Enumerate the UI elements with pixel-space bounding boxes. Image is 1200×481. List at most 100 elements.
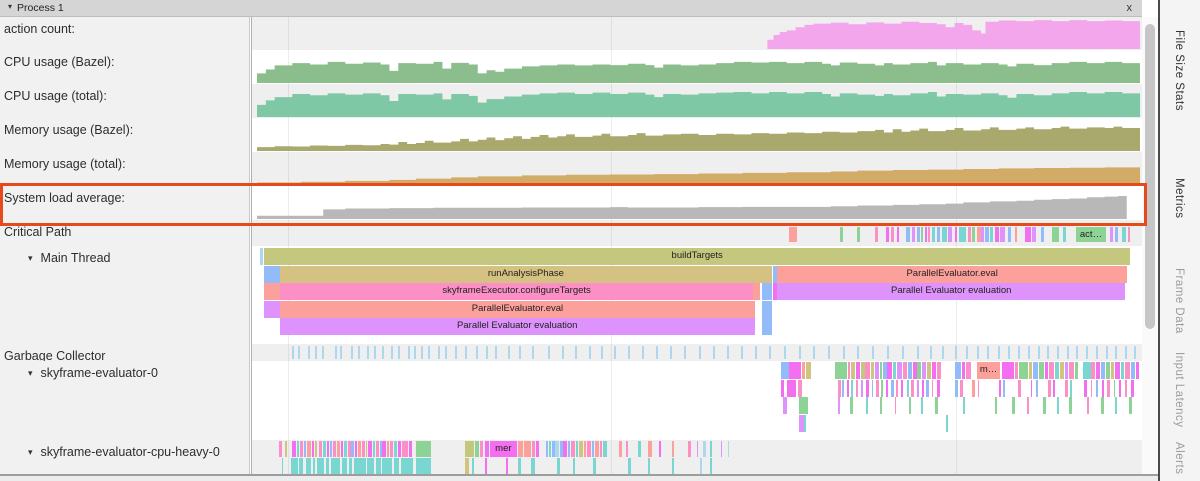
gc-event-tick[interactable] bbox=[872, 346, 875, 359]
track-canvas-skyframe-evaluator-cpu-heavy-0[interactable]: mer bbox=[251, 440, 1142, 474]
trace-slice[interactable] bbox=[981, 227, 984, 242]
trace-slice[interactable] bbox=[658, 441, 661, 457]
trace-slice[interactable]: Parallel Evaluator evaluation bbox=[777, 283, 1126, 300]
trace-slice[interactable] bbox=[977, 227, 981, 242]
trace-slice[interactable] bbox=[587, 441, 591, 457]
trace-slice[interactable] bbox=[365, 441, 368, 457]
gc-event-tick[interactable] bbox=[929, 346, 932, 359]
trace-slice[interactable] bbox=[887, 362, 892, 379]
trace-slice[interactable] bbox=[591, 441, 595, 457]
gc-event-tick[interactable] bbox=[350, 346, 353, 359]
trace-slice[interactable] bbox=[924, 227, 928, 242]
trace-slice[interactable] bbox=[290, 457, 298, 474]
gc-event-tick[interactable] bbox=[561, 346, 564, 359]
gc-event-tick[interactable] bbox=[997, 346, 1000, 359]
track-canvas-action-count[interactable] bbox=[251, 17, 1142, 50]
trace-slice[interactable] bbox=[1124, 362, 1131, 379]
trace-slice[interactable] bbox=[536, 441, 539, 457]
trace-slice[interactable] bbox=[838, 397, 840, 414]
trace-slice[interactable] bbox=[912, 227, 915, 242]
trace-slice[interactable] bbox=[894, 397, 897, 414]
trace-slice[interactable] bbox=[563, 441, 567, 457]
gc-event-tick[interactable] bbox=[942, 346, 945, 359]
trace-slice[interactable] bbox=[696, 441, 699, 457]
trace-slice[interactable] bbox=[1042, 397, 1046, 414]
gc-event-tick[interactable] bbox=[726, 346, 729, 359]
gc-event-tick[interactable] bbox=[407, 346, 410, 359]
trace-slice[interactable] bbox=[337, 441, 340, 457]
gc-event-tick[interactable] bbox=[1018, 346, 1021, 359]
trace-slice[interactable] bbox=[1030, 379, 1033, 397]
trace-slice[interactable] bbox=[1039, 362, 1044, 379]
tab-metrics[interactable]: Metrics bbox=[1173, 178, 1185, 219]
gc-event-tick[interactable] bbox=[574, 346, 577, 359]
gc-event-tick[interactable] bbox=[532, 346, 535, 359]
trace-slice[interactable] bbox=[382, 457, 393, 474]
trace-slice[interactable] bbox=[855, 379, 859, 397]
trace-slice[interactable] bbox=[931, 227, 936, 242]
trace-slice[interactable] bbox=[1011, 397, 1015, 414]
trace-slice[interactable] bbox=[506, 457, 508, 474]
trace-slice[interactable] bbox=[1102, 379, 1104, 397]
trace-slice[interactable] bbox=[941, 227, 948, 242]
trace-slice[interactable] bbox=[545, 441, 549, 457]
gc-event-tick[interactable] bbox=[1027, 346, 1030, 359]
gc-event-tick[interactable] bbox=[769, 346, 772, 359]
trace-slice[interactable] bbox=[780, 362, 789, 379]
trace-slice[interactable] bbox=[860, 379, 863, 397]
gc-event-tick[interactable] bbox=[1008, 346, 1011, 359]
trace-slice[interactable] bbox=[958, 227, 967, 242]
trace-slice[interactable] bbox=[1048, 379, 1051, 397]
trace-slice[interactable] bbox=[296, 441, 300, 457]
trace-slice[interactable] bbox=[1014, 362, 1019, 379]
trace-slice[interactable] bbox=[1044, 362, 1049, 379]
trace-slice[interactable] bbox=[292, 441, 296, 457]
gc-event-tick[interactable] bbox=[374, 346, 377, 359]
trace-slice[interactable] bbox=[1069, 362, 1074, 379]
trace-slice[interactable] bbox=[595, 441, 599, 457]
trace-slice[interactable] bbox=[475, 441, 479, 457]
trace-slice[interactable] bbox=[531, 441, 536, 457]
trace-slice[interactable] bbox=[954, 362, 961, 379]
gc-event-tick[interactable] bbox=[315, 346, 318, 359]
trace-slice[interactable] bbox=[1131, 362, 1135, 379]
trace-slice[interactable]: ParallelEvaluator.eval bbox=[279, 300, 755, 318]
trace-slice[interactable] bbox=[575, 441, 579, 457]
trace-slice[interactable] bbox=[1059, 362, 1065, 379]
trace-slice[interactable] bbox=[851, 362, 855, 379]
trace-slice[interactable] bbox=[376, 457, 381, 474]
trace-slice[interactable] bbox=[906, 379, 909, 397]
trace-slice[interactable] bbox=[995, 227, 999, 242]
trace-slice[interactable] bbox=[935, 397, 938, 414]
trace-slice[interactable] bbox=[921, 227, 923, 242]
trace-slice[interactable] bbox=[672, 457, 674, 474]
trace-slice[interactable] bbox=[917, 227, 920, 242]
gc-event-tick[interactable] bbox=[799, 346, 802, 359]
trace-slice[interactable] bbox=[571, 441, 575, 457]
trace-slice[interactable] bbox=[762, 300, 772, 318]
gc-event-tick[interactable] bbox=[548, 346, 551, 359]
trace-slice[interactable] bbox=[592, 457, 597, 474]
trace-slice[interactable] bbox=[700, 457, 703, 474]
trace-slice[interactable] bbox=[1120, 362, 1125, 379]
trace-slice[interactable] bbox=[279, 441, 282, 457]
gc-event-tick[interactable] bbox=[414, 346, 417, 359]
trace-slice[interactable] bbox=[1118, 379, 1122, 397]
gc-event-tick[interactable] bbox=[507, 346, 510, 359]
trace-slice[interactable] bbox=[393, 457, 400, 474]
gc-event-tick[interactable] bbox=[1105, 346, 1108, 359]
trace-slice[interactable] bbox=[367, 457, 375, 474]
trace-slice[interactable] bbox=[372, 441, 376, 457]
trace-slice[interactable] bbox=[1069, 397, 1072, 414]
trace-slice[interactable] bbox=[783, 397, 787, 414]
trace-slice[interactable] bbox=[557, 457, 560, 474]
trace-slice[interactable] bbox=[626, 441, 628, 457]
trace-slice[interactable] bbox=[985, 227, 989, 242]
trace-slice[interactable] bbox=[1131, 379, 1134, 397]
trace-slice[interactable] bbox=[839, 227, 844, 242]
trace-slice[interactable] bbox=[959, 379, 963, 397]
trace-slice[interactable] bbox=[379, 441, 382, 457]
trace-slice[interactable] bbox=[1091, 362, 1095, 379]
trace-slice[interactable] bbox=[264, 300, 280, 318]
trace-slice[interactable] bbox=[1064, 379, 1068, 397]
